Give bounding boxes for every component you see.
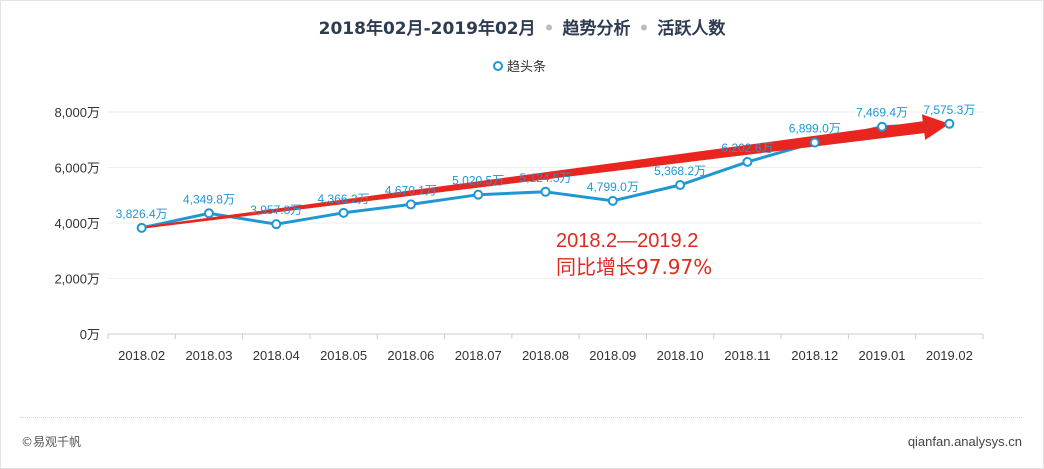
- data-label: 7,469.4万: [856, 106, 908, 120]
- x-tick-label: 2018.11: [724, 348, 770, 363]
- data-point: [944, 118, 955, 129]
- annotation-growth: 同比增长97.97%: [556, 255, 712, 279]
- x-tick-label: 2018.02: [118, 348, 165, 363]
- x-tick-label: 2018.12: [791, 348, 838, 363]
- annotation-period: 2018.2—2019.2: [556, 230, 698, 252]
- data-point: [675, 180, 686, 191]
- x-tick-label: 2018.06: [387, 348, 434, 363]
- footer-divider: [20, 417, 1022, 418]
- y-tick-label: 0万: [80, 327, 100, 342]
- x-tick-label: 2018.09: [589, 348, 636, 363]
- y-tick-label: 6,000万: [54, 161, 100, 176]
- trend-arrow: [141, 114, 950, 229]
- legend[interactable]: 趋头条: [493, 56, 546, 75]
- legend-label: 趋头条: [507, 60, 547, 75]
- data-label: 4,366.2万: [318, 192, 370, 206]
- data-point: [473, 189, 484, 200]
- copyright-text: ©易观千帆: [21, 435, 82, 449]
- x-tick-label: 2018.07: [455, 348, 502, 363]
- y-tick-label: 2,000万: [54, 272, 100, 287]
- data-point: [809, 137, 820, 148]
- data-point: [742, 156, 753, 167]
- data-label: 5,020.5万: [452, 174, 504, 188]
- legend-marker-icon: [493, 60, 503, 71]
- data-point: [338, 207, 349, 218]
- title-metric: 活跃人数: [657, 19, 726, 39]
- title-section: 趋势分析: [562, 19, 631, 39]
- data-point: [271, 219, 282, 230]
- data-label: 3,826.4万: [116, 207, 168, 221]
- data-label: 5,124.5万: [519, 171, 571, 185]
- data-label: 4,349.8万: [183, 192, 235, 206]
- data-point: [877, 121, 888, 132]
- x-tick-label: 2019.01: [859, 348, 906, 363]
- chart-title: 2018年02月-2019年02月 • 趋势分析 • 活跃人数: [0, 14, 1044, 39]
- x-tick-label: 2018.05: [320, 348, 367, 363]
- data-label: 6,202.6万: [721, 141, 773, 155]
- data-point: [136, 222, 147, 233]
- data-label: 3,957.8万: [250, 203, 302, 217]
- data-point: [540, 186, 551, 197]
- title-separator: •: [543, 19, 555, 39]
- data-label: 4,799.0万: [587, 180, 639, 194]
- data-label: 4,670.1万: [385, 183, 437, 197]
- y-tick-label: 8,000万: [54, 105, 100, 120]
- data-label: 5,368.2万: [654, 164, 706, 178]
- x-tick-label: 2018.10: [657, 348, 704, 363]
- title-period: 2018年02月-2019年02月: [318, 19, 536, 39]
- title-separator: •: [638, 19, 650, 39]
- data-point: [203, 208, 214, 219]
- x-tick-label: 2019.02: [926, 348, 973, 363]
- data-label: 6,899.0万: [789, 122, 841, 136]
- x-tick-label: 2018.03: [185, 348, 232, 363]
- site-link[interactable]: qianfan.analysys.cn: [907, 434, 1022, 449]
- y-tick-label: 4,000万: [54, 216, 100, 231]
- x-tick-label: 2018.04: [253, 348, 300, 363]
- data-label: 7,575.3万: [923, 103, 975, 117]
- x-tick-label: 2018.08: [522, 348, 569, 363]
- data-point: [607, 195, 618, 206]
- data-point: [405, 199, 416, 210]
